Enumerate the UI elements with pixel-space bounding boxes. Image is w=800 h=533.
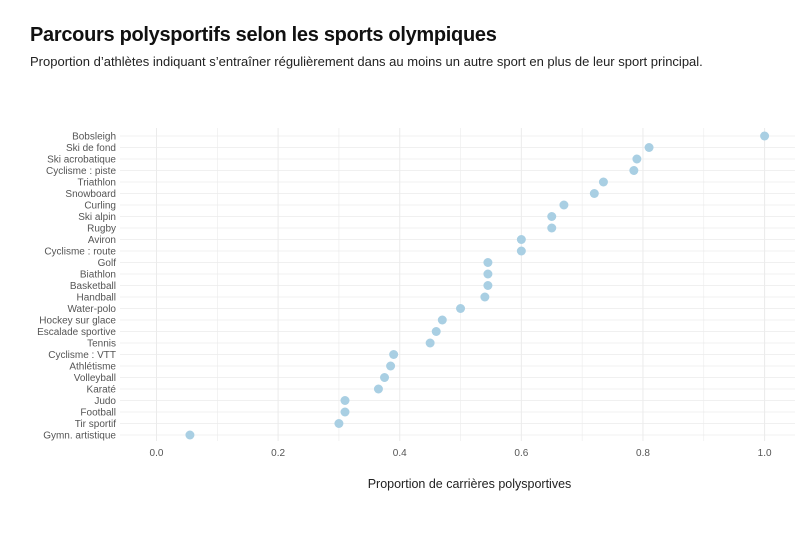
data-point <box>185 430 195 440</box>
y-tick-label: Tennis <box>87 339 116 350</box>
y-tick-label: Curling <box>84 201 116 212</box>
x-tick-label: 0.8 <box>636 448 650 459</box>
data-point <box>632 154 642 164</box>
chart-title: Parcours polysportifs selon les sports o… <box>30 24 497 46</box>
y-tick-label: Snowboard <box>65 189 116 200</box>
data-point <box>340 396 350 405</box>
y-tick-label: Cyclisme : VTT <box>48 350 116 361</box>
data-point <box>456 304 466 313</box>
grid-lines <box>120 128 795 441</box>
data-point <box>437 315 447 325</box>
y-tick-label: Ski de fond <box>66 143 116 154</box>
y-tick-label: Volleyball <box>74 373 116 384</box>
y-tick-label: Football <box>80 408 116 419</box>
data-point <box>589 189 599 198</box>
y-tick-label: Triathlon <box>77 178 116 189</box>
data-point <box>644 143 654 152</box>
x-tick-label: 1.0 <box>758 448 772 459</box>
y-tick-label: Athlétisme <box>69 362 116 373</box>
chart-subtitle: Proportion d’athlètes indiquant s’entraî… <box>30 54 703 69</box>
data-point <box>547 223 557 233</box>
data-point <box>380 373 390 382</box>
data-point <box>340 407 350 417</box>
y-tick-label: Karaté <box>87 385 117 396</box>
y-tick-label: Ski acrobatique <box>47 155 116 166</box>
y-tick-label: Ski alpin <box>78 212 116 223</box>
data-point <box>760 131 770 141</box>
data-point <box>598 177 608 187</box>
y-tick-label: Cyclisme : route <box>44 247 116 258</box>
y-tick-label: Rugby <box>87 224 116 235</box>
data-point <box>334 419 344 428</box>
data-point <box>386 361 396 371</box>
data-point <box>425 338 435 348</box>
data-point <box>373 384 383 394</box>
y-tick-label: Judo <box>94 396 116 407</box>
data-point <box>547 212 557 221</box>
data-point <box>480 292 490 302</box>
data-point <box>483 269 493 279</box>
data-point <box>483 281 493 290</box>
y-tick-label: Biathlon <box>80 270 116 281</box>
x-tick-label: 0.2 <box>271 448 285 459</box>
y-tick-label: Escalade sportive <box>37 327 116 338</box>
data-point <box>483 258 493 267</box>
x-tick-labels: 0.0 0.2 0.4 0.6 0.8 1.0 <box>150 448 772 459</box>
y-tick-label: Cyclisme : piste <box>46 166 116 177</box>
y-tick-label: Hockey sur glace <box>39 316 116 327</box>
x-axis-title: Proportion de carrières polysportives <box>368 477 572 491</box>
y-tick-label: Basketball <box>70 281 116 292</box>
y-tick-label: Bobsleigh <box>72 132 116 143</box>
y-tick-label: Tir sportif <box>75 419 117 430</box>
data-point <box>431 327 441 336</box>
data-point <box>629 166 639 175</box>
y-tick-label: Water-polo <box>67 304 116 315</box>
data-point <box>559 200 569 210</box>
y-tick-label: Handball <box>77 293 116 304</box>
x-tick-label: 0.0 <box>150 448 164 459</box>
data-point <box>516 235 526 244</box>
data-point <box>516 246 526 256</box>
y-tick-label: Golf <box>98 258 117 269</box>
x-tick-label: 0.6 <box>514 448 528 459</box>
x-tick-label: 0.4 <box>393 448 407 459</box>
data-points <box>185 131 770 440</box>
y-tick-label: Aviron <box>88 235 116 246</box>
data-point <box>389 350 399 359</box>
y-tick-label: Gymn. artistique <box>43 431 116 442</box>
